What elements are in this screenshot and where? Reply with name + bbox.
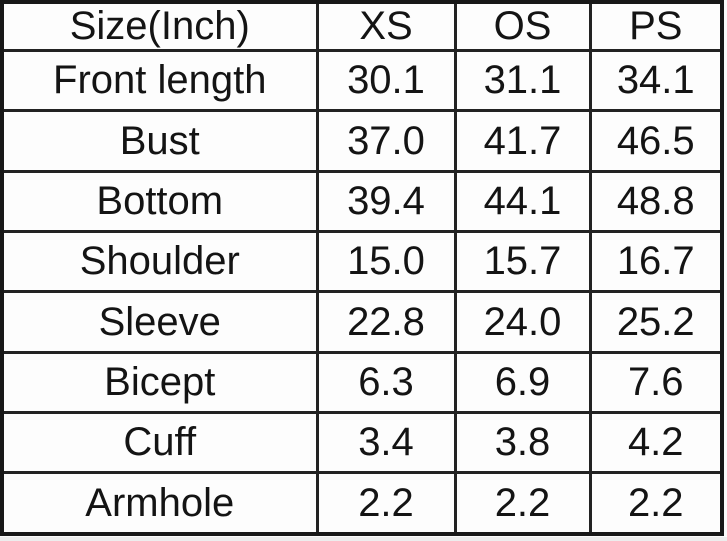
value-cell: 2.2 [453, 471, 592, 536]
row-label: Bicept [0, 350, 319, 415]
table-row-armhole: Armhole 2.2 2.2 2.2 [0, 471, 724, 536]
header-cell-size-inch: Size(Inch) [0, 0, 319, 52]
table-row-sleeve: Sleeve 22.8 24.0 25.2 [0, 290, 724, 354]
value-cell: 15.7 [453, 230, 592, 294]
value-cell: 31.1 [453, 48, 592, 113]
table-row-cuff: Cuff 3.4 3.8 4.2 [0, 411, 724, 475]
value-cell: 37.0 [315, 109, 457, 173]
header-cell-os: OS [453, 0, 592, 52]
value-cell: 16.7 [588, 230, 724, 294]
image-bottom-edge [0, 537, 727, 541]
header-cell-ps: PS [588, 0, 724, 52]
table-row-bottom: Bottom 39.4 44.1 48.8 [0, 169, 724, 234]
table-header-row: Size(Inch) XS OS PS [0, 0, 724, 52]
value-cell: 2.2 [588, 471, 724, 536]
value-cell: 46.5 [588, 109, 724, 173]
row-label: Shoulder [0, 230, 319, 294]
value-cell: 3.8 [453, 411, 592, 475]
value-cell: 3.4 [315, 411, 457, 475]
header-cell-xs: XS [315, 0, 457, 52]
row-label: Bust [0, 109, 319, 173]
value-cell: 22.8 [315, 290, 457, 354]
table-row-bicept: Bicept 6.3 6.9 7.6 [0, 350, 724, 415]
value-cell: 39.4 [315, 169, 457, 234]
row-label: Cuff [0, 411, 319, 475]
value-cell: 24.0 [453, 290, 592, 354]
value-cell: 6.9 [453, 350, 592, 415]
value-cell: 4.2 [588, 411, 724, 475]
row-label: Sleeve [0, 290, 319, 354]
value-cell: 34.1 [588, 48, 724, 113]
value-cell: 44.1 [453, 169, 592, 234]
value-cell: 48.8 [588, 169, 724, 234]
row-label: Front length [0, 48, 319, 113]
value-cell: 41.7 [453, 109, 592, 173]
value-cell: 15.0 [315, 230, 457, 294]
value-cell: 2.2 [315, 471, 457, 536]
row-label: Bottom [0, 169, 319, 234]
table-row-bust: Bust 37.0 41.7 46.5 [0, 109, 724, 173]
value-cell: 6.3 [315, 350, 457, 415]
value-cell: 25.2 [588, 290, 724, 354]
value-cell: 30.1 [315, 48, 457, 113]
table-row-front-length: Front length 30.1 31.1 34.1 [0, 48, 724, 113]
value-cell: 7.6 [588, 350, 724, 415]
row-label: Armhole [0, 471, 319, 536]
table-row-shoulder: Shoulder 15.0 15.7 16.7 [0, 230, 724, 294]
